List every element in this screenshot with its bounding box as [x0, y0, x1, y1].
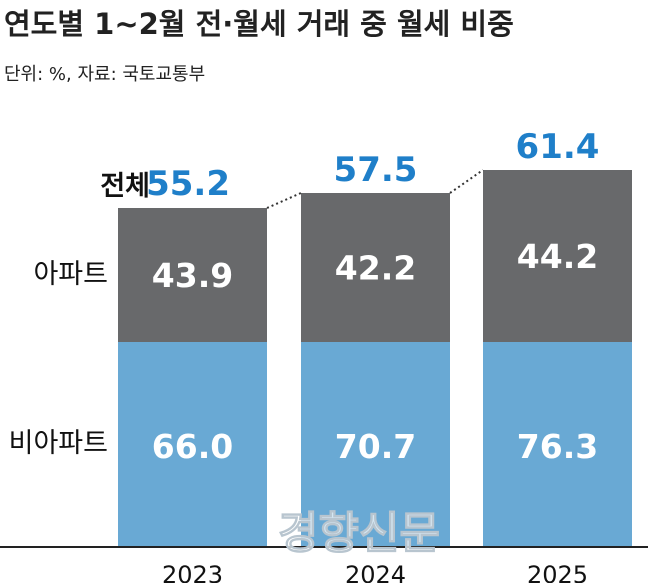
- bar-non-apartment-2023: [118, 342, 267, 547]
- row-label-non-apartment: 비아파트: [9, 428, 108, 459]
- data-label-non-apartment-2023: 66.0: [152, 427, 233, 466]
- x-tick-2025: 2025: [527, 561, 588, 583]
- total-value-2023: 55.2: [146, 164, 230, 204]
- bar-apartment-2025: [483, 170, 632, 342]
- watermark-logo: 경향신문: [278, 508, 440, 559]
- data-label-non-apartment-2024: 70.7: [335, 427, 416, 466]
- chart-title: 연도별 1~2월 전·월세 거래 중 월세 비중: [4, 7, 514, 41]
- chart-marks: 66.0 43.9 2023 70.7 42.2 2024 76.3 44.2 2025 55.2…: [0, 127, 648, 583]
- connector-line-1: [266, 192, 302, 209]
- data-label-apartment-2024: 42.2: [335, 249, 416, 288]
- total-value-2024: 57.5: [334, 150, 418, 190]
- connector-line-2: [449, 169, 484, 194]
- bar-non-apartment-2024: [301, 342, 450, 547]
- total-label: 전체: [100, 171, 150, 202]
- bar-apartment-2023: [118, 208, 267, 342]
- bar-non-apartment-2025: [483, 342, 632, 547]
- row-label-apartment: 아파트: [33, 259, 108, 290]
- data-label-apartment-2025: 44.2: [517, 237, 598, 276]
- data-label-apartment-2023: 43.9: [152, 256, 233, 295]
- bar-apartment-2024: [301, 193, 450, 342]
- x-tick-2023: 2023: [162, 561, 223, 583]
- chart-subtitle: 단위: %, 자료: 국토교통부: [4, 64, 205, 85]
- data-label-non-apartment-2025: 76.3: [517, 427, 598, 466]
- total-value-2025: 61.4: [516, 127, 600, 167]
- x-tick-2024: 2024: [345, 561, 406, 583]
